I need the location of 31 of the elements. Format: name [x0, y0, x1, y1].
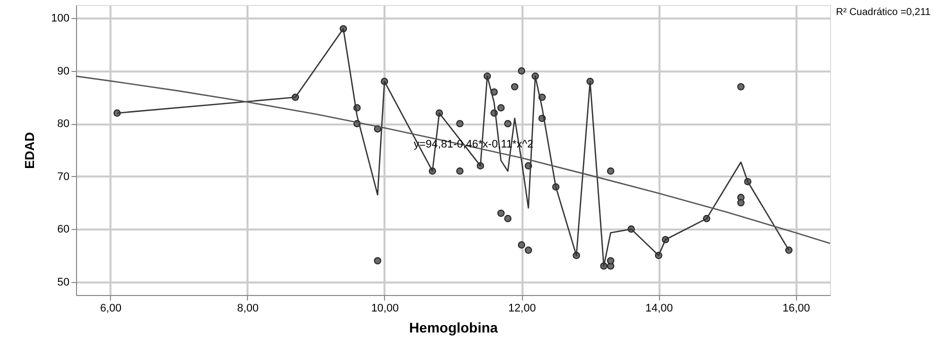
point	[456, 120, 464, 128]
point	[524, 246, 532, 254]
point	[737, 83, 745, 90]
point	[518, 67, 526, 75]
y-tick-label: 50	[57, 276, 70, 288]
x-tick-label: 12,00	[508, 302, 536, 314]
point	[456, 167, 464, 175]
x-tick-label: 16,00	[782, 302, 810, 314]
x-tick-label: 8,00	[237, 302, 259, 314]
y-tick-label: 100	[51, 12, 70, 25]
point	[737, 199, 745, 206]
point	[606, 257, 614, 264]
y-tick-label: 60	[57, 224, 70, 236]
x-tick-label: 14,00	[645, 302, 673, 314]
y-tick-label: 90	[57, 65, 70, 78]
point	[518, 241, 526, 249]
y-axis-title: EDAD	[22, 132, 38, 169]
x-axis-title: Hemoglobina	[409, 320, 498, 336]
line-series	[75, 76, 831, 244]
point	[497, 104, 505, 112]
point	[504, 214, 512, 222]
y-tick-label: 80	[57, 118, 70, 130]
point	[374, 257, 382, 264]
point	[606, 167, 614, 175]
point	[511, 83, 518, 90]
point	[504, 120, 512, 128]
x-tick-label: 6,00	[100, 302, 122, 314]
point	[497, 210, 505, 217]
text: R² Cuadrático =0,211	[836, 7, 932, 18]
x-tick-label: 10,00	[371, 302, 399, 314]
y-tick-label: 70	[57, 170, 70, 183]
